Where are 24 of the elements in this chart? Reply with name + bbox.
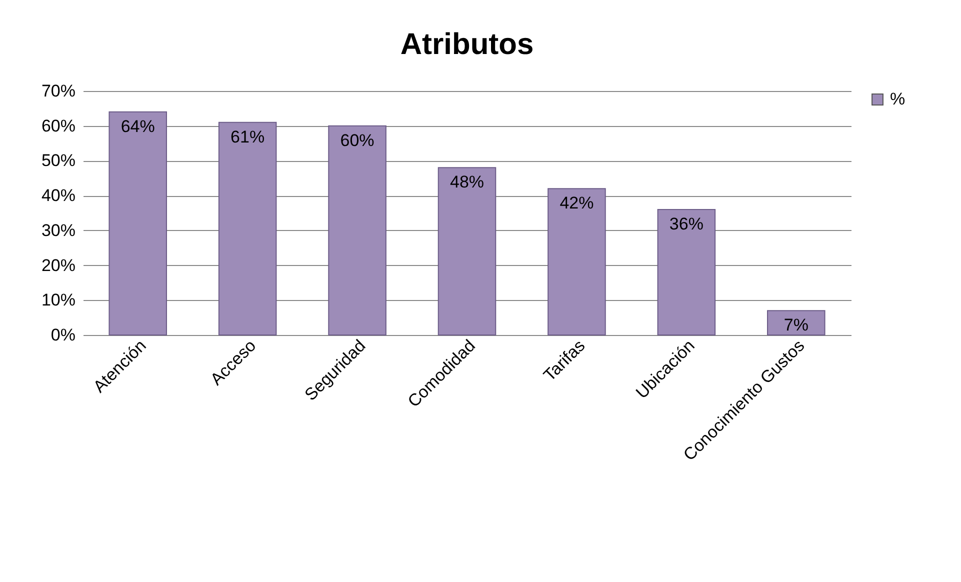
bar [548, 188, 606, 336]
data-label: 64% [120, 116, 155, 136]
bar [218, 122, 277, 336]
y-tick-label: 30% [41, 220, 76, 240]
data-label: 61% [230, 127, 265, 146]
data-label: 7% [784, 316, 808, 335]
y-tick-label: 70% [41, 82, 76, 100]
y-tick-label: 50% [41, 151, 76, 170]
data-label: 36% [669, 214, 704, 234]
bar [108, 111, 167, 336]
bar [328, 125, 386, 336]
y-tick-label: 60% [41, 116, 76, 136]
bar [767, 310, 826, 336]
data-label: 60% [340, 130, 374, 150]
bar [438, 167, 496, 336]
data-label: 42% [560, 194, 594, 213]
bar [657, 209, 716, 336]
y-tick-label: 40% [41, 186, 76, 206]
legend-label: % [890, 90, 906, 108]
y-tick-label: 20% [41, 256, 76, 275]
data-label: 48% [450, 172, 484, 192]
y-tick-label: 0% [50, 326, 76, 344]
chart-title: Atributos [400, 28, 534, 61]
y-tick-label: 10% [41, 290, 76, 310]
